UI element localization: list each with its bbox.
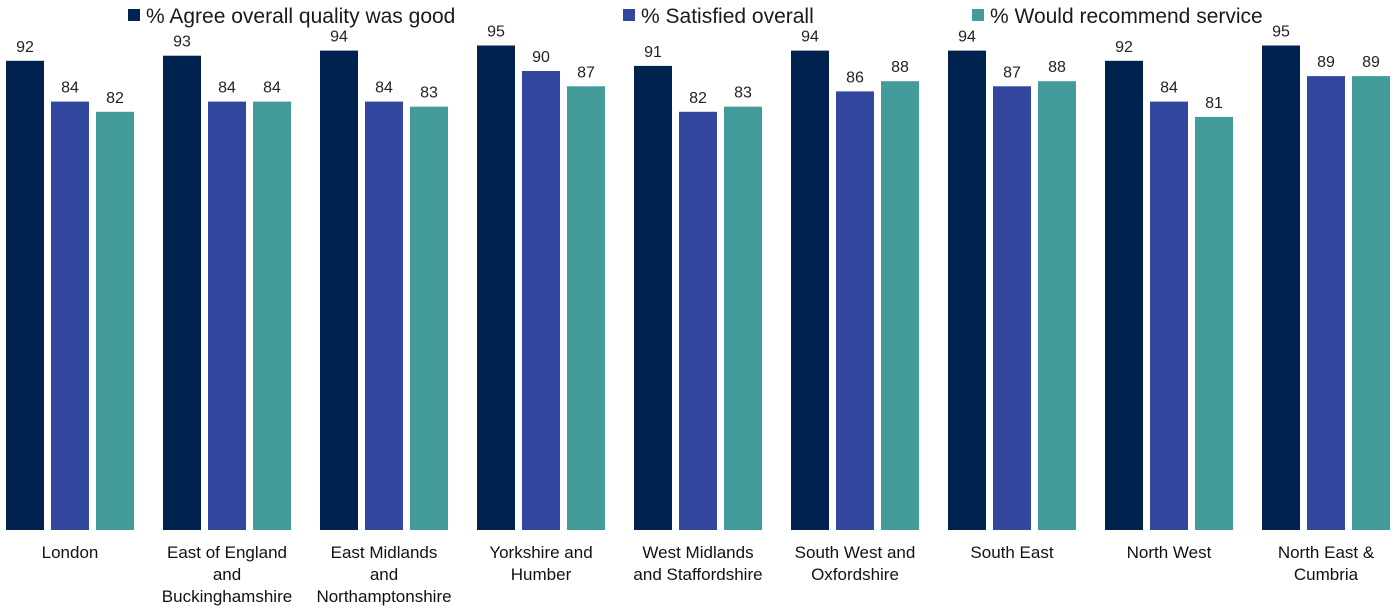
bar [1352, 76, 1390, 530]
legend: % Agree overall quality was good % Satisf… [128, 5, 1263, 28]
data-label: 83 [734, 85, 752, 102]
category-label: Yorkshire and [489, 543, 592, 562]
legend-swatch [128, 9, 140, 21]
category-label: Cumbria [1294, 565, 1359, 584]
bar [791, 50, 829, 530]
bar [1307, 76, 1345, 530]
data-label: 84 [61, 80, 79, 97]
category-label: and [370, 565, 398, 584]
legend-swatch [623, 9, 635, 21]
bar [51, 101, 89, 530]
bar [567, 86, 605, 531]
category-label: West Midlands [642, 543, 753, 562]
data-label: 89 [1317, 54, 1335, 71]
data-label: 82 [689, 90, 707, 107]
bars [6, 45, 1390, 531]
data-label: 88 [1048, 59, 1066, 76]
data-label: 84 [263, 80, 281, 97]
category-label: and Staffordshire [633, 565, 762, 584]
bar [208, 101, 246, 530]
bar [1262, 45, 1300, 530]
data-label: 84 [1160, 80, 1178, 97]
bar [96, 111, 134, 531]
data-label: 89 [1362, 54, 1380, 71]
category-label: North West [1127, 543, 1212, 562]
data-label: 86 [846, 69, 864, 86]
legend-item: % Would recommend service [972, 5, 1263, 28]
bar [1195, 116, 1233, 531]
category-labels: London East of England and Buckinghamshire E… [42, 543, 1375, 606]
legend-swatch [972, 9, 984, 21]
data-label: 94 [801, 29, 819, 46]
legend-item: % Agree overall quality was good [128, 5, 455, 28]
category-label: Humber [511, 565, 572, 584]
data-label: 95 [1272, 24, 1290, 41]
bar [724, 106, 762, 530]
bar [410, 106, 448, 530]
data-label: 92 [1115, 39, 1133, 56]
bar [836, 91, 874, 531]
legend-item: % Satisfied overall [623, 5, 814, 28]
category-label: East of England [167, 543, 287, 562]
category-label: Buckinghamshire [162, 587, 292, 606]
legend-label: % Agree overall quality was good [146, 5, 455, 28]
data-label: 92 [16, 39, 34, 56]
bar [1150, 101, 1188, 530]
bar [881, 81, 919, 530]
bar [522, 71, 560, 530]
data-label: 87 [577, 64, 595, 81]
bar [253, 101, 291, 530]
bar [993, 86, 1031, 531]
category-label: South West and [795, 543, 916, 562]
data-label: 93 [173, 34, 191, 51]
data-label: 87 [1003, 64, 1021, 81]
bar [948, 50, 986, 530]
bar [365, 101, 403, 530]
data-label: 84 [218, 80, 236, 97]
bar [679, 111, 717, 531]
data-label: 88 [891, 59, 909, 76]
data-label: 83 [420, 85, 438, 102]
category-label: East Midlands [331, 543, 438, 562]
bar [477, 45, 515, 530]
bar [320, 50, 358, 530]
bar [6, 60, 44, 531]
category-label: London [42, 543, 99, 562]
category-label: Oxfordshire [811, 565, 899, 584]
data-label: 95 [487, 24, 505, 41]
bar [163, 55, 201, 530]
category-label: and [213, 565, 241, 584]
data-label: 94 [330, 29, 348, 46]
data-label: 94 [958, 29, 976, 46]
legend-label: % Satisfied overall [641, 5, 814, 28]
data-label: 81 [1205, 95, 1223, 112]
legend-label: % Would recommend service [990, 5, 1263, 28]
value-labels: 92 84 82 93 84 84 94 84 83 95 90 87 91 82 83 94 86 88 94 87… [16, 24, 1380, 112]
bar [1105, 60, 1143, 531]
category-label: South East [970, 543, 1053, 562]
bar [1038, 81, 1076, 530]
data-label: 90 [532, 49, 550, 66]
category-label: Northamptonshire [316, 587, 451, 606]
bar [634, 65, 672, 531]
data-label: 91 [644, 44, 662, 61]
data-label: 84 [375, 80, 393, 97]
category-label: North East & [1278, 543, 1375, 562]
data-label: 82 [106, 90, 124, 107]
